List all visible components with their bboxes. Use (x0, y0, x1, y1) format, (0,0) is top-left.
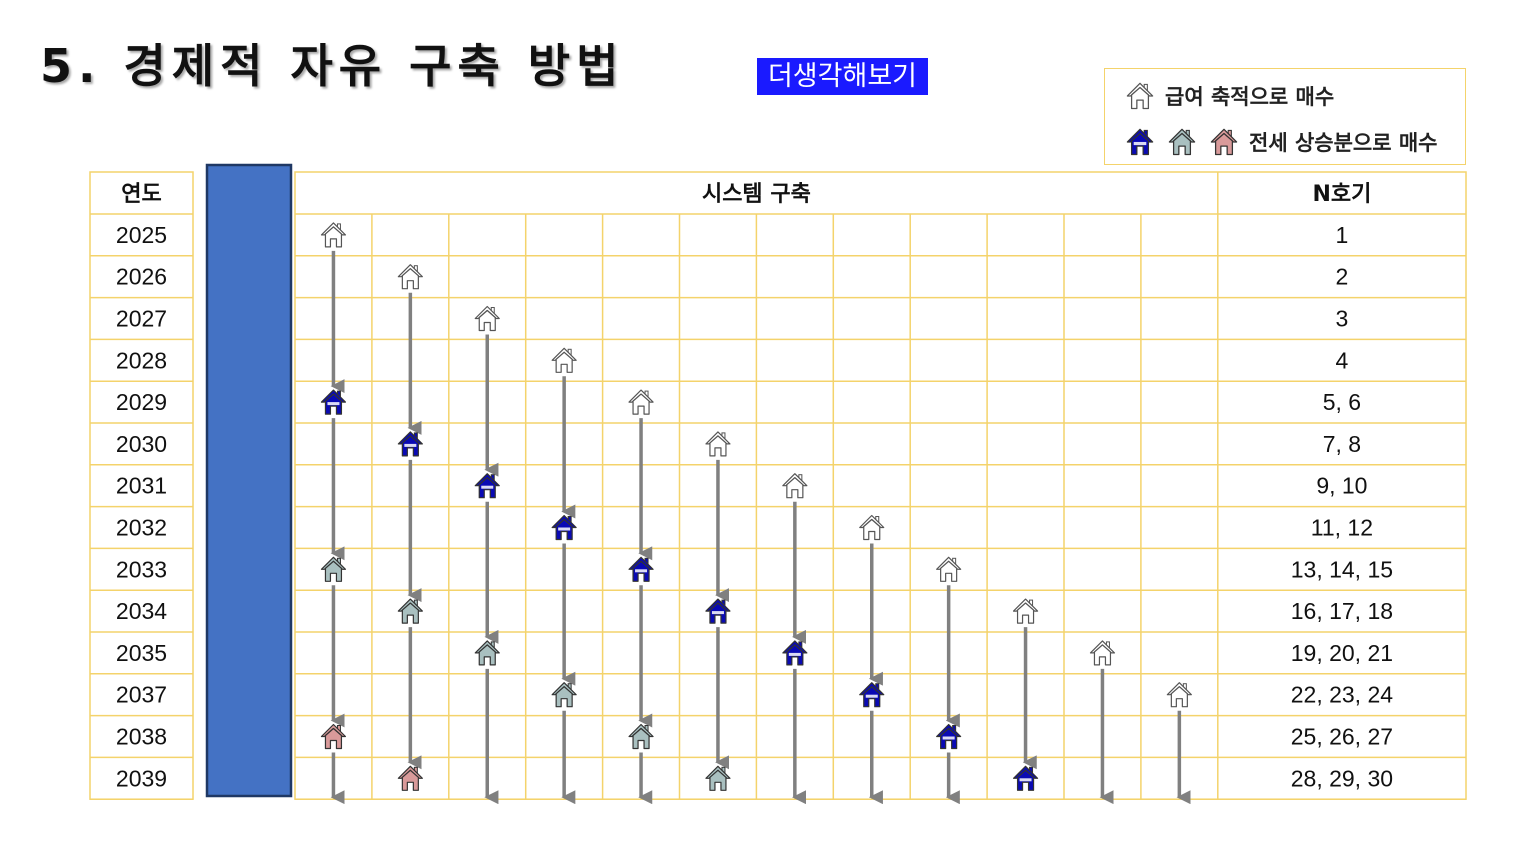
house-white-icon (859, 514, 885, 541)
n-cell: 22, 23, 24 (1291, 682, 1394, 708)
house-white-icon (397, 264, 423, 290)
year-cell: 2039 (116, 765, 167, 791)
house-navy-icon (320, 389, 347, 415)
year-cell: 2032 (116, 515, 167, 541)
year-cell: 2033 (116, 556, 167, 582)
house-white-icon (474, 305, 500, 332)
house-navy-icon (551, 514, 577, 541)
year-cell: 2027 (116, 306, 167, 332)
year-cell: 2028 (116, 347, 167, 373)
n-cell: 5, 6 (1323, 389, 1361, 415)
header-system: 시스템 구축 (702, 182, 811, 207)
legend-box: 급여 축적으로 매수 전세 상승분으로 매수 (1104, 68, 1466, 165)
house-navy-icon (474, 473, 500, 499)
n-cell: 3 (1336, 306, 1349, 332)
n-cell: 28, 29, 30 (1291, 765, 1393, 791)
house-white-icon (1126, 82, 1154, 110)
year-cell: 2025 (116, 222, 167, 248)
n-cell: 11, 12 (1311, 515, 1373, 541)
house-white-icon (705, 431, 731, 457)
legend-row-deposit: 전세 상승분으로 매수 (1125, 127, 1438, 157)
house-gray-icon (320, 556, 347, 582)
page-title: 5. 경제적 자유 구축 방법 (40, 39, 625, 93)
house-gray-icon (474, 640, 500, 666)
n-cell: 19, 20, 21 (1291, 640, 1393, 666)
house-gray-icon (551, 682, 577, 708)
n-cell: 13, 14, 15 (1291, 556, 1393, 582)
year-cell: 2026 (116, 264, 167, 290)
n-cell: 16, 17, 18 (1291, 598, 1393, 624)
n-cell: 9, 10 (1316, 473, 1367, 499)
n-cell: 7, 8 (1323, 431, 1361, 457)
house-navy-icon (782, 640, 808, 666)
house-navy-icon (1012, 765, 1039, 791)
house-gray-icon (705, 765, 731, 791)
house-navy-icon (628, 556, 654, 582)
house-navy-icon (1126, 128, 1154, 156)
legend-icons-deposit (1125, 127, 1239, 157)
year-cell: 2029 (116, 389, 167, 415)
year-cell: 2034 (116, 598, 167, 624)
legend-icons-salary (1125, 81, 1155, 111)
house-gray-icon (1168, 128, 1196, 156)
n-cell: 2 (1336, 264, 1349, 290)
house-gray-icon (397, 598, 423, 624)
house-gray-icon (628, 723, 654, 750)
legend-label-deposit: 전세 상승분으로 매수 (1249, 131, 1438, 155)
n-cell: 25, 26, 27 (1291, 724, 1393, 750)
house-white-icon (1166, 682, 1192, 708)
house-white-icon (1012, 598, 1039, 624)
n-cell: 4 (1336, 347, 1349, 373)
house-white-icon (320, 222, 347, 248)
house-pink-icon (320, 723, 347, 750)
n-cell: 1 (1336, 222, 1349, 248)
year-cell: 2038 (116, 724, 167, 750)
year-cell: 2031 (116, 473, 167, 499)
house-white-icon (551, 347, 577, 373)
year-cell: 2037 (116, 682, 167, 708)
house-white-icon (628, 389, 654, 415)
house-white-icon (936, 556, 962, 582)
house-navy-icon (859, 682, 885, 708)
house-navy-icon (936, 723, 962, 750)
legend-row-salary: 급여 축적으로 매수 (1125, 81, 1334, 111)
header-n: N호기 (1312, 182, 1371, 207)
year-cell: 2035 (116, 640, 167, 666)
house-navy-icon (397, 431, 423, 457)
blue-bar (205, 163, 293, 798)
house-white-icon (1089, 640, 1116, 666)
house-white-icon (782, 473, 808, 499)
year-cell: 2030 (116, 431, 167, 457)
house-navy-icon (705, 598, 731, 624)
think-more-tag[interactable]: 더생각해보기 (757, 58, 928, 95)
house-pink-icon (397, 765, 423, 791)
house-pink-icon (1210, 128, 1238, 156)
header-year: 연도 (121, 182, 161, 207)
legend-label-salary: 급여 축적으로 매수 (1165, 85, 1335, 109)
